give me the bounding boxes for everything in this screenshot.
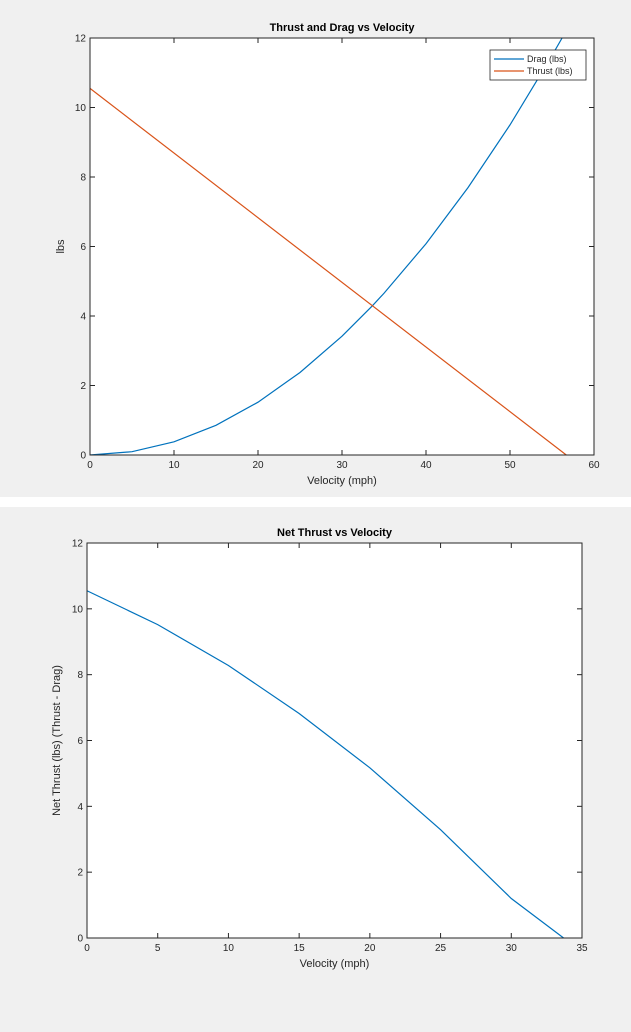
- y-tick-label: 2: [77, 868, 83, 879]
- x-tick-label: 25: [435, 943, 447, 954]
- y-tick-label: 12: [72, 539, 84, 550]
- x-tick-label: 0: [87, 460, 93, 471]
- y-tick-label: 6: [77, 736, 83, 747]
- x-axis-label: Velocity (mph): [307, 475, 377, 487]
- figure-separator: [0, 497, 631, 507]
- chart-title: Thrust and Drag vs Velocity: [270, 22, 416, 34]
- x-tick-label: 10: [168, 460, 180, 471]
- plot-area: [90, 38, 594, 455]
- y-tick-label: 8: [77, 670, 83, 681]
- x-tick-label: 0: [84, 943, 90, 954]
- x-tick-label: 20: [364, 943, 376, 954]
- y-tick-label: 10: [75, 103, 87, 114]
- y-tick-label: 0: [80, 451, 86, 462]
- y-tick-label: 4: [77, 802, 83, 813]
- x-tick-label: 40: [420, 460, 432, 471]
- series-line-1: [87, 590, 564, 938]
- chart-thrust-drag: 0 10 20 30 40 50 60 0 2 4 6 8 10 12 Thrust and Drag vs…: [55, 22, 600, 487]
- chart-net-thrust: 0 5 10 15 20 25 30 35 0 2 4 6 8 10 12 Net Thrust vs Vel…: [51, 527, 588, 970]
- x-tick-label: 10: [223, 943, 235, 954]
- figure-net-thrust: 0 5 10 15 20 25 30 35 0 2 4 6 8 10 12 Net Thrust vs Vel…: [0, 507, 631, 1027]
- axes-box: [86, 542, 583, 939]
- y-tick-label: 0: [77, 934, 83, 945]
- x-tick-label: 15: [294, 943, 306, 954]
- x-tick-label: 20: [252, 460, 264, 471]
- series-line-1: [90, 38, 563, 455]
- y-tick-label: 10: [72, 604, 84, 615]
- y-tick-label: 12: [75, 34, 87, 45]
- x-tick-label: 50: [504, 460, 516, 471]
- y-tick-label: 2: [80, 381, 86, 392]
- y-axis-label: lbs: [55, 239, 67, 254]
- x-tick-label: 35: [576, 943, 588, 954]
- x-axis-label: Velocity (mph): [300, 958, 370, 970]
- chart-title: Net Thrust vs Velocity: [277, 527, 393, 539]
- figure-thrust-drag: 0 10 20 30 40 50 60 0 2 4 6 8 10 12 Thrust and Drag vs…: [0, 0, 631, 497]
- series-line-2: [90, 87, 567, 455]
- legend-label-1: Drag (lbs): [527, 54, 567, 64]
- y-tick-label: 6: [80, 242, 86, 253]
- x-tick-label: 30: [506, 943, 518, 954]
- x-tick-label: 5: [155, 943, 161, 954]
- axes-box: [89, 37, 595, 456]
- legend-label-2: Thrust (lbs): [527, 66, 573, 76]
- y-tick-label: 4: [80, 312, 86, 323]
- x-tick-label: 30: [336, 460, 348, 471]
- x-tick-label: 60: [588, 460, 600, 471]
- legend-box: [489, 49, 587, 81]
- y-tick-label: 8: [80, 173, 86, 184]
- y-axis-label: Net Thrust (lbs) (Thrust - Drag): [51, 665, 63, 816]
